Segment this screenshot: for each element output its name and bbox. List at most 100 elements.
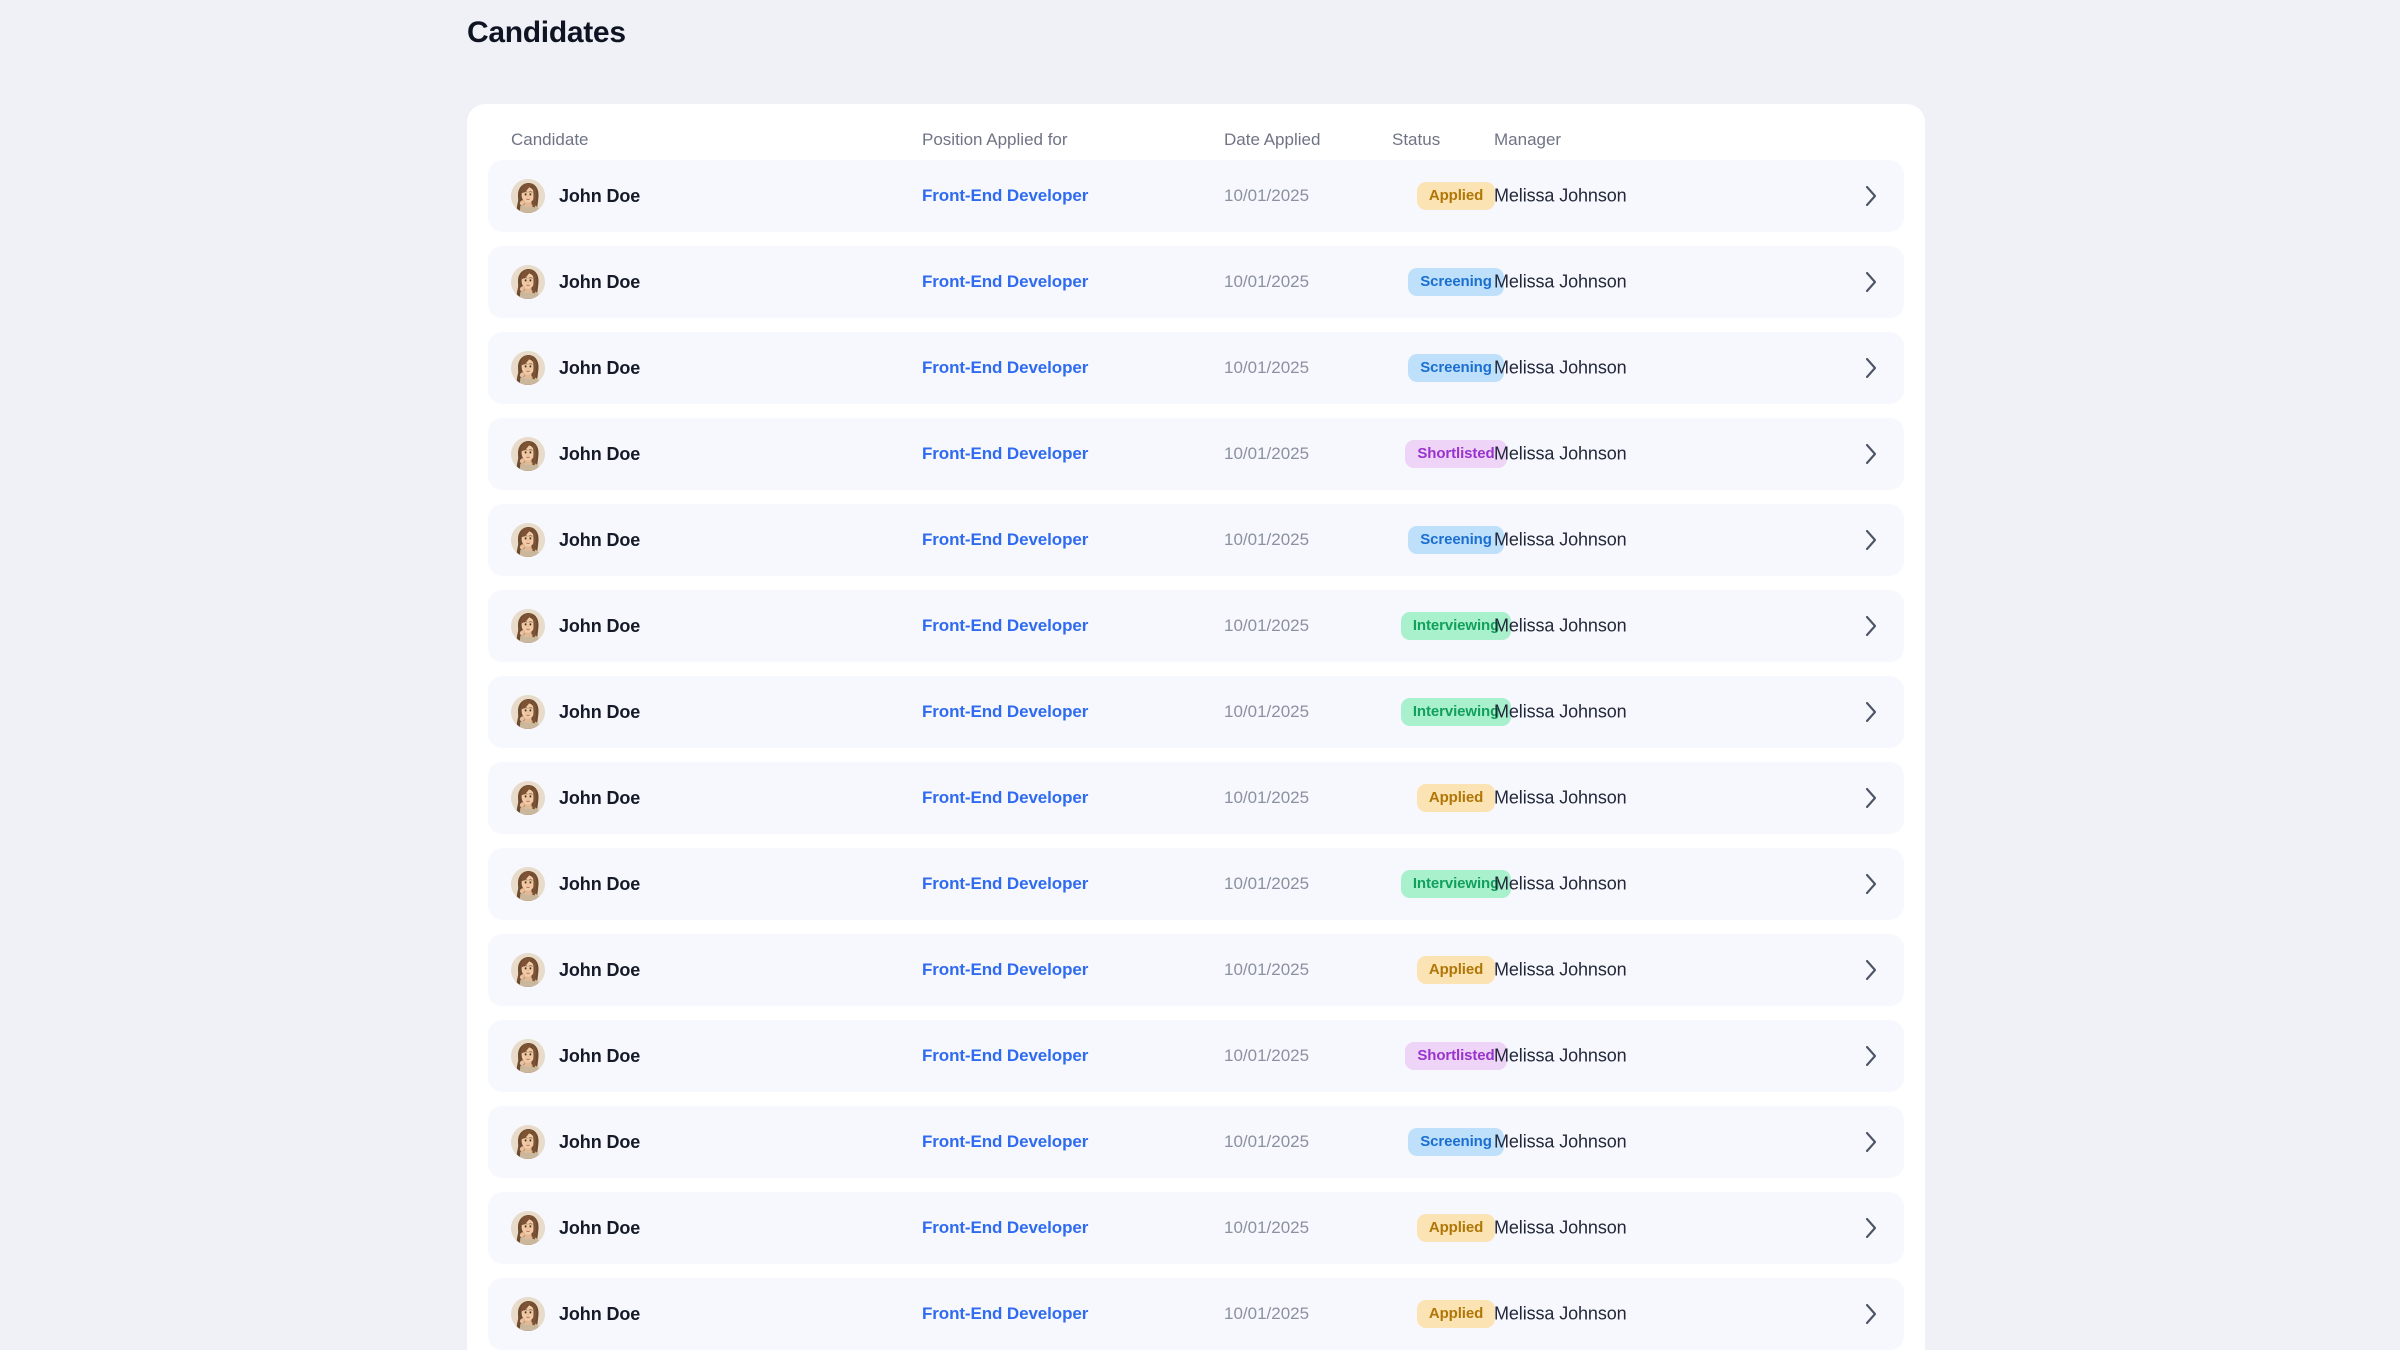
table-row[interactable]: John Doe Front-End Developer 10/01/2025 … bbox=[488, 332, 1904, 404]
row-open-button[interactable] bbox=[1865, 185, 1878, 207]
table-row[interactable]: John Doe Front-End Developer 10/01/2025 … bbox=[488, 1020, 1904, 1092]
date-applied: 10/01/2025 bbox=[1224, 186, 1310, 205]
position-link[interactable]: Front-End Developer bbox=[922, 1304, 1089, 1323]
status-badge: Applied bbox=[1416, 182, 1496, 210]
row-open-button[interactable] bbox=[1865, 787, 1878, 809]
row-open-button[interactable] bbox=[1865, 873, 1878, 895]
cell-manager: Melissa Johnson bbox=[1494, 960, 1627, 981]
cell-position: Front-End Developer bbox=[922, 444, 1088, 464]
row-open-button[interactable] bbox=[1865, 701, 1878, 723]
date-applied: 10/01/2025 bbox=[1224, 1046, 1310, 1065]
cell-manager: Melissa Johnson bbox=[1494, 874, 1627, 895]
chevron-right-icon bbox=[1865, 357, 1877, 379]
row-open-button[interactable] bbox=[1865, 529, 1878, 551]
cell-status: Interviewing bbox=[1381, 870, 1531, 898]
manager-name: Melissa Johnson bbox=[1494, 959, 1627, 980]
column-header-date: Date Applied bbox=[1224, 130, 1321, 149]
cell-position: Front-End Developer bbox=[922, 702, 1088, 722]
manager-name: Melissa Johnson bbox=[1494, 701, 1627, 722]
status-badge: Shortlisted bbox=[1405, 1042, 1507, 1070]
user-photo-avatar-icon bbox=[511, 1039, 545, 1073]
row-open-button[interactable] bbox=[1865, 1303, 1878, 1325]
cell-status: Screening bbox=[1381, 1128, 1531, 1156]
cell-manager: Melissa Johnson bbox=[1494, 616, 1627, 637]
position-link[interactable]: Front-End Developer bbox=[922, 960, 1089, 979]
position-link[interactable]: Front-End Developer bbox=[922, 186, 1089, 205]
table-row[interactable]: John Doe Front-End Developer 10/01/2025 … bbox=[488, 418, 1904, 490]
row-open-button[interactable] bbox=[1865, 1045, 1878, 1067]
table-row[interactable]: John Doe Front-End Developer 10/01/2025 … bbox=[488, 934, 1904, 1006]
chevron-right-icon bbox=[1865, 1303, 1877, 1325]
position-link[interactable]: Front-End Developer bbox=[922, 272, 1089, 291]
chevron-right-icon bbox=[1865, 1131, 1877, 1153]
page-title: Candidates bbox=[467, 16, 626, 49]
row-open-button[interactable] bbox=[1865, 1131, 1878, 1153]
position-link[interactable]: Front-End Developer bbox=[922, 1218, 1089, 1237]
row-open-button[interactable] bbox=[1865, 959, 1878, 981]
row-open-button[interactable] bbox=[1865, 357, 1878, 379]
position-link[interactable]: Front-End Developer bbox=[922, 702, 1089, 721]
cell-status: Applied bbox=[1381, 956, 1531, 984]
user-photo-avatar-icon bbox=[511, 437, 545, 471]
table-row[interactable]: John Doe Front-End Developer 10/01/2025 … bbox=[488, 762, 1904, 834]
cell-manager: Melissa Johnson bbox=[1494, 1046, 1627, 1067]
table-row[interactable]: John Doe Front-End Developer 10/01/2025 … bbox=[488, 848, 1904, 920]
cell-position: Front-End Developer bbox=[922, 1218, 1088, 1238]
position-link[interactable]: Front-End Developer bbox=[922, 444, 1089, 463]
user-photo-avatar-icon bbox=[511, 609, 545, 643]
candidate-name: John Doe bbox=[559, 873, 641, 894]
chevron-right-icon bbox=[1865, 185, 1877, 207]
column-header-manager: Manager bbox=[1494, 130, 1562, 149]
cell-candidate: John Doe bbox=[511, 437, 640, 471]
candidate-name: John Doe bbox=[559, 1303, 641, 1324]
table-row[interactable]: John Doe Front-End Developer 10/01/2025 … bbox=[488, 504, 1904, 576]
chevron-right-icon bbox=[1865, 271, 1877, 293]
cell-manager: Melissa Johnson bbox=[1494, 186, 1627, 207]
table-row[interactable]: John Doe Front-End Developer 10/01/2025 … bbox=[488, 160, 1904, 232]
candidates-row-list: John Doe Front-End Developer 10/01/2025 … bbox=[467, 160, 1925, 1350]
table-row[interactable]: John Doe Front-End Developer 10/01/2025 … bbox=[488, 246, 1904, 318]
cell-candidate: John Doe bbox=[511, 351, 640, 385]
position-link[interactable]: Front-End Developer bbox=[922, 874, 1089, 893]
position-link[interactable]: Front-End Developer bbox=[922, 530, 1089, 549]
row-open-button[interactable] bbox=[1865, 271, 1878, 293]
cell-position: Front-End Developer bbox=[922, 358, 1088, 378]
position-link[interactable]: Front-End Developer bbox=[922, 358, 1089, 377]
candidate-name: John Doe bbox=[559, 787, 641, 808]
status-badge: Interviewing bbox=[1400, 870, 1512, 898]
candidate-name: John Doe bbox=[559, 443, 641, 464]
date-applied: 10/01/2025 bbox=[1224, 1304, 1310, 1323]
cell-candidate: John Doe bbox=[511, 265, 640, 299]
table-row[interactable]: John Doe Front-End Developer 10/01/2025 … bbox=[488, 1192, 1904, 1264]
table-row[interactable]: John Doe Front-End Developer 10/01/2025 … bbox=[488, 590, 1904, 662]
position-link[interactable]: Front-End Developer bbox=[922, 1132, 1089, 1151]
position-link[interactable]: Front-End Developer bbox=[922, 788, 1089, 807]
manager-name: Melissa Johnson bbox=[1494, 787, 1627, 808]
candidates-table-card: Candidate Position Applied for Date Appl… bbox=[467, 104, 1925, 1350]
cell-manager: Melissa Johnson bbox=[1494, 788, 1627, 809]
table-row[interactable]: John Doe Front-End Developer 10/01/2025 … bbox=[488, 1106, 1904, 1178]
position-link[interactable]: Front-End Developer bbox=[922, 616, 1089, 635]
manager-name: Melissa Johnson bbox=[1494, 443, 1627, 464]
cell-position: Front-End Developer bbox=[922, 960, 1088, 980]
row-open-button[interactable] bbox=[1865, 615, 1878, 637]
cell-status: Shortlisted bbox=[1381, 1042, 1531, 1070]
table-row[interactable]: John Doe Front-End Developer 10/01/2025 … bbox=[488, 676, 1904, 748]
status-badge: Screening bbox=[1408, 354, 1504, 382]
row-open-button[interactable] bbox=[1865, 1217, 1878, 1239]
user-photo-avatar-icon bbox=[511, 265, 545, 299]
cell-manager: Melissa Johnson bbox=[1494, 444, 1627, 465]
candidate-name: John Doe bbox=[559, 701, 641, 722]
manager-name: Melissa Johnson bbox=[1494, 1131, 1627, 1152]
cell-candidate: John Doe bbox=[511, 1039, 640, 1073]
candidate-name: John Doe bbox=[559, 185, 641, 206]
cell-candidate: John Doe bbox=[511, 1211, 640, 1245]
candidate-name: John Doe bbox=[559, 271, 641, 292]
cell-status: Screening bbox=[1381, 268, 1531, 296]
candidate-name: John Doe bbox=[559, 959, 641, 980]
cell-position: Front-End Developer bbox=[922, 1304, 1088, 1324]
row-open-button[interactable] bbox=[1865, 443, 1878, 465]
table-row[interactable]: John Doe Front-End Developer 10/01/2025 … bbox=[488, 1278, 1904, 1350]
position-link[interactable]: Front-End Developer bbox=[922, 1046, 1089, 1065]
